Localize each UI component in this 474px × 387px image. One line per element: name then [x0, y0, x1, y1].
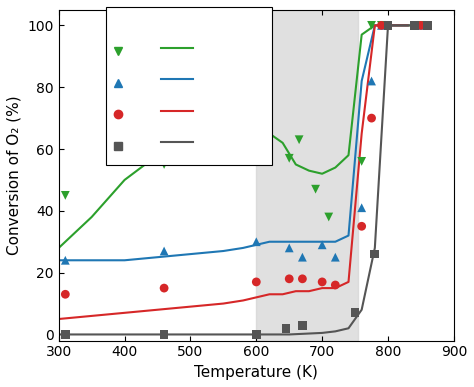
Text: 2.5: 2.5 [201, 73, 219, 86]
Text: Exp.  //  Calc. $P_{dis}$ (W): Exp. // Calc. $P_{dis}$ (W) [114, 17, 240, 34]
Point [295, 137, 303, 143]
Point [378, 22, 385, 29]
Text: 0: 0 [201, 136, 209, 149]
Point [351, 310, 359, 316]
Point [368, 22, 375, 29]
Point [285, 276, 293, 282]
Point [62, 331, 69, 337]
Point [410, 22, 418, 29]
Point [253, 239, 260, 245]
Point [285, 155, 293, 161]
X-axis label: Temperature (K): Temperature (K) [194, 365, 318, 380]
Text: //: // [140, 104, 148, 117]
Point [368, 115, 375, 121]
Point [253, 279, 260, 285]
Point [417, 22, 425, 29]
Point [253, 331, 260, 337]
Point [319, 279, 326, 285]
Point [378, 22, 385, 29]
Point [358, 205, 365, 211]
FancyBboxPatch shape [106, 7, 272, 164]
Text: Exp.  //  Calc. $P_{dis}$ (W): Exp. // Calc. $P_{dis}$ (W) [114, 17, 240, 34]
Point [371, 251, 379, 257]
Text: //: // [140, 41, 148, 55]
Point [319, 242, 326, 248]
Y-axis label: Conversion of O₂ (%): Conversion of O₂ (%) [7, 96, 22, 255]
Point [384, 22, 392, 29]
Point [160, 331, 168, 337]
Point [160, 285, 168, 291]
Point [325, 214, 333, 220]
Point [160, 161, 168, 168]
Point [62, 257, 69, 264]
Point [417, 22, 425, 29]
Point [358, 223, 365, 229]
Point [368, 78, 375, 84]
Point [285, 245, 293, 251]
Point [282, 325, 290, 331]
Text: //: // [140, 136, 148, 149]
Text: 1.25: 1.25 [201, 104, 227, 117]
Point [378, 22, 385, 29]
Point [358, 158, 365, 164]
Point [312, 186, 319, 192]
Bar [256, 10, 358, 341]
Text: //: // [140, 73, 148, 86]
Point [331, 254, 339, 260]
Point [331, 282, 339, 288]
Point [299, 276, 306, 282]
Point [299, 254, 306, 260]
Point [62, 291, 69, 297]
Point [160, 248, 168, 254]
Point [299, 322, 306, 328]
Point [424, 22, 431, 29]
Text: 5: 5 [201, 41, 209, 55]
Point [62, 192, 69, 199]
Point [417, 22, 425, 29]
